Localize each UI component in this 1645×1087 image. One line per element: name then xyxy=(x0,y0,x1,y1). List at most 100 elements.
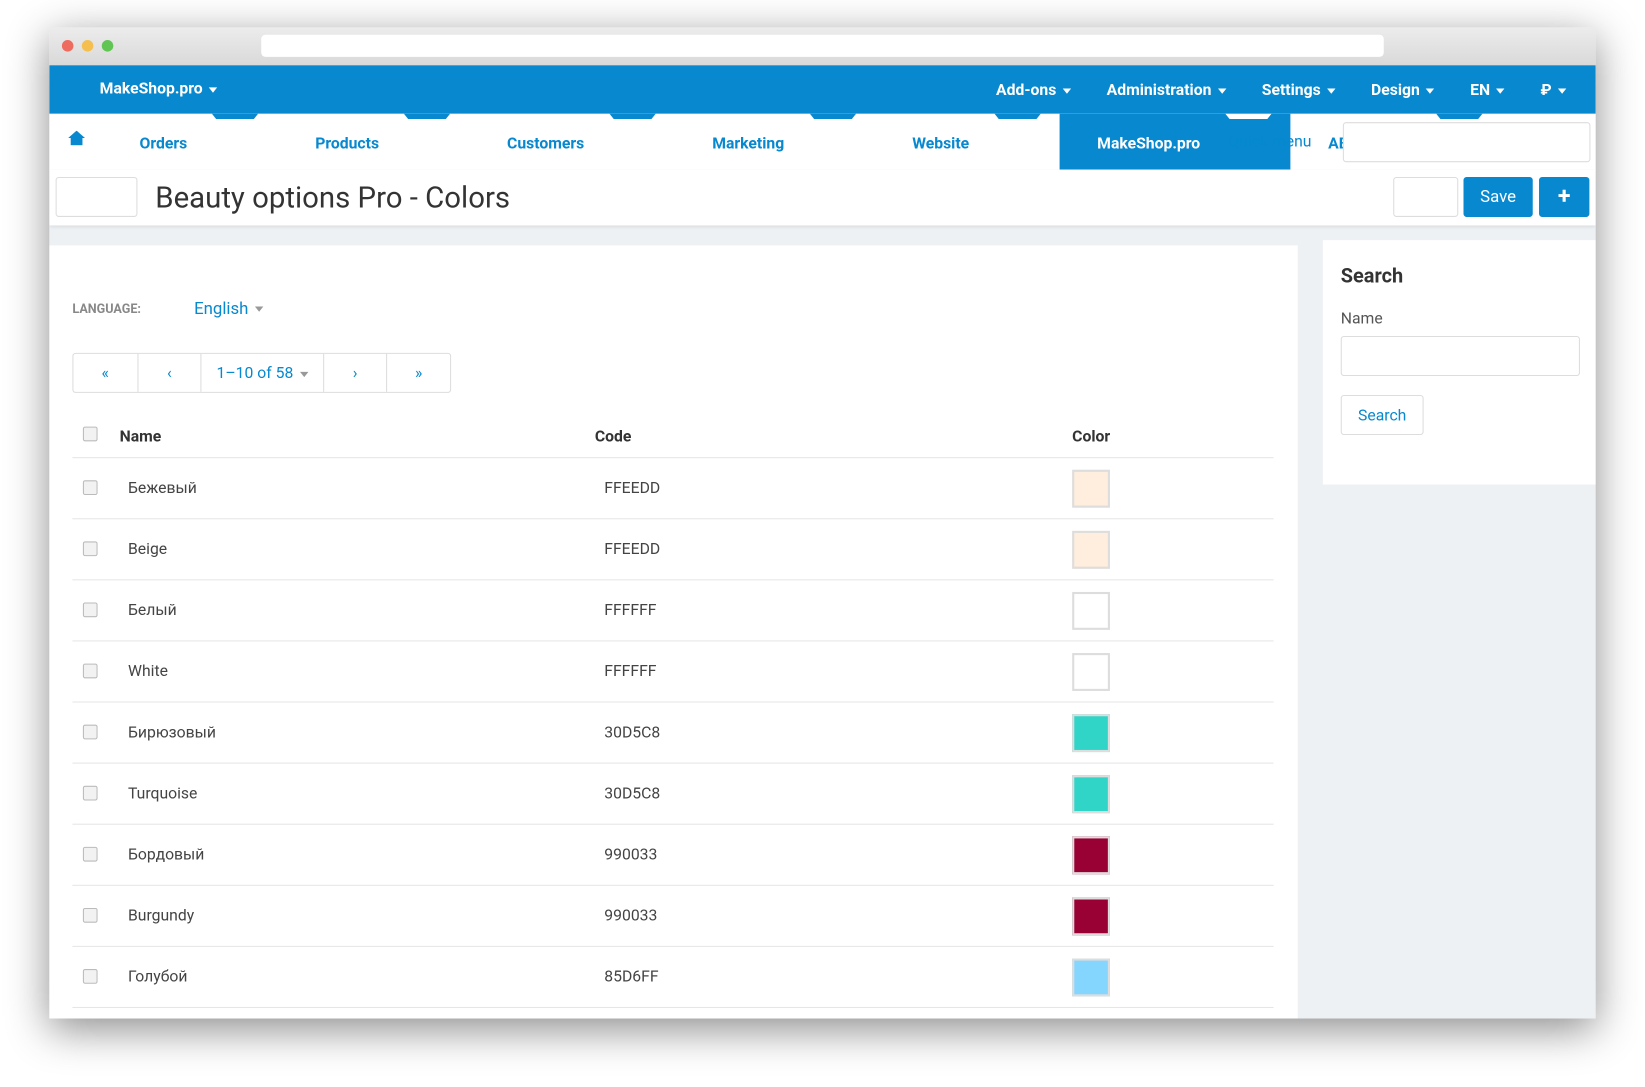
checkbox[interactable] xyxy=(82,480,98,496)
name-input[interactable] xyxy=(1340,336,1580,377)
sub-menu-item[interactable]: Website xyxy=(874,113,1059,170)
last-page[interactable]: » xyxy=(415,363,423,383)
color-swatch xyxy=(1072,530,1110,569)
column-header: Color xyxy=(1072,426,1111,446)
column-header: Name xyxy=(119,426,162,446)
sub-nav: Orders Products Customers Marketing Website M… xyxy=(49,113,1596,171)
color-swatch xyxy=(1072,591,1110,630)
color-name[interactable]: Бежевый xyxy=(127,478,197,498)
sub-menu-item[interactable]: Orders xyxy=(102,113,278,170)
sub-menu-label: Orders xyxy=(139,133,188,153)
color-name[interactable]: Голубой xyxy=(127,966,188,986)
maximize[interactable] xyxy=(101,40,114,52)
top-menu-label: Design xyxy=(1371,80,1420,100)
color-name[interactable]: Burgundy xyxy=(127,905,195,925)
top-nav: MakeShop.pro Add-ons Administration Settin… xyxy=(49,65,1596,114)
top-menu-label: EN xyxy=(1470,80,1491,100)
color-code: FFEEDD xyxy=(604,478,661,498)
color-code: FFFFFF xyxy=(604,661,657,681)
sidebar: Search Name Search xyxy=(1322,240,1596,485)
top-menu-item[interactable]: EN xyxy=(1470,80,1505,99)
minimize[interactable] xyxy=(81,40,94,52)
table-row: Turquoise 30D5C8 xyxy=(72,764,1274,825)
color-name[interactable]: Turquoise xyxy=(127,783,198,803)
table-row: Голубой 85D6FF xyxy=(72,947,1274,1009)
home-icon[interactable] xyxy=(68,130,85,146)
color-name[interactable]: White xyxy=(127,661,168,681)
top-menu-item[interactable]: Add-ons xyxy=(996,80,1071,99)
color-swatch xyxy=(1072,775,1110,814)
sidebar-title: Search xyxy=(1340,263,1404,288)
prev-page[interactable]: ‹ xyxy=(138,353,202,392)
field-label: Name xyxy=(1340,308,1383,328)
checkbox[interactable] xyxy=(82,663,98,679)
top-menu-label: Add-ons xyxy=(996,80,1057,100)
color-code: FFFFFF xyxy=(604,600,657,620)
search-button[interactable]: Search xyxy=(1340,394,1424,436)
close[interactable] xyxy=(61,40,74,52)
top-menu-label: Administration xyxy=(1106,80,1212,100)
brand[interactable]: MakeShop.pro xyxy=(100,79,218,98)
sub-menu-item[interactable]: Marketing xyxy=(674,113,874,170)
color-name[interactable]: Бордовый xyxy=(127,844,205,864)
color-swatch xyxy=(1072,469,1110,508)
top-menu: Add-ons Administration Settings Design EN ₽ xyxy=(996,65,1567,113)
content: LANGUAGE: English « ‹ 1–10 of 58 › » Nam… xyxy=(49,245,1298,1019)
sub-menu-label: Marketing xyxy=(712,133,785,153)
sub-menu-label: Website xyxy=(912,133,970,153)
top-menu-item[interactable]: Design xyxy=(1371,80,1435,100)
settings-button[interactable] xyxy=(1393,176,1459,217)
add-button[interactable]: + xyxy=(1539,176,1590,217)
table-row: Бежевый FFEEDD xyxy=(72,458,1274,520)
language-label: LANGUAGE: xyxy=(72,301,141,316)
sub-menu-item[interactable]: Products xyxy=(277,113,469,170)
checkbox[interactable] xyxy=(82,724,98,740)
color-name[interactable]: Бирюзовый xyxy=(127,722,216,742)
checkbox[interactable] xyxy=(82,907,98,923)
next-page[interactable]: › xyxy=(324,353,388,392)
page-title: Beauty options Pro - Colors xyxy=(155,180,511,215)
address-bar[interactable] xyxy=(261,34,1384,57)
sub-menu-label: MakeShop.pro xyxy=(1097,133,1201,153)
color-swatch xyxy=(1072,653,1110,691)
browser-window: MakeShop.pro Add-ons Administration Settin… xyxy=(49,27,1596,1019)
checkbox[interactable] xyxy=(82,602,98,618)
top-menu-item[interactable]: Settings xyxy=(1262,80,1336,99)
checkbox[interactable] xyxy=(82,426,98,442)
color-name[interactable]: Белый xyxy=(127,600,177,620)
top-menu-item[interactable]: ₽ xyxy=(1541,80,1567,99)
quick-menu[interactable]: Quick menu xyxy=(1228,131,1312,151)
top-menu-item[interactable]: Administration xyxy=(1106,80,1227,100)
color-name[interactable]: Beige xyxy=(127,539,168,559)
sub-menu-label: Products xyxy=(315,133,380,153)
table-row: Белый FFFFFF xyxy=(72,580,1274,642)
top-menu-label: ₽ xyxy=(1540,80,1552,100)
checkbox[interactable] xyxy=(82,541,98,557)
checkbox[interactable] xyxy=(82,969,98,984)
table-row: Бирюзовый 30D5C8 xyxy=(72,703,1274,764)
color-swatch xyxy=(1072,836,1110,875)
sub-menu-item[interactable]: Customers xyxy=(469,113,674,170)
sub-menu-label: Customers xyxy=(507,133,585,153)
page-range[interactable]: 1–10 of 58 xyxy=(202,353,324,392)
first-page[interactable]: « xyxy=(73,353,139,392)
color-code: 990033 xyxy=(604,905,658,925)
pagination: « ‹ 1–10 of 58 › » xyxy=(72,352,452,393)
checkbox[interactable] xyxy=(82,846,98,862)
save-button[interactable]: Save xyxy=(1463,176,1533,217)
search-input[interactable] xyxy=(1342,122,1591,163)
checkbox[interactable] xyxy=(82,785,98,801)
table-row: White FFFFFF xyxy=(72,641,1274,703)
color-swatch xyxy=(1072,714,1110,753)
top-menu-label: Settings xyxy=(1261,80,1321,100)
color-code: 85D6FF xyxy=(604,966,659,986)
language-select[interactable]: English xyxy=(194,298,264,319)
color-swatch xyxy=(1072,958,1110,997)
language-value: English xyxy=(194,298,249,319)
sub-menu-item[interactable]: MakeShop.pro xyxy=(1059,113,1291,170)
page-header: Beauty options Pro - Colors Save + xyxy=(49,169,1596,226)
table-row: Burgundy 990033 xyxy=(72,886,1274,947)
color-code: FFEEDD xyxy=(604,539,661,559)
back-button[interactable] xyxy=(55,176,138,217)
